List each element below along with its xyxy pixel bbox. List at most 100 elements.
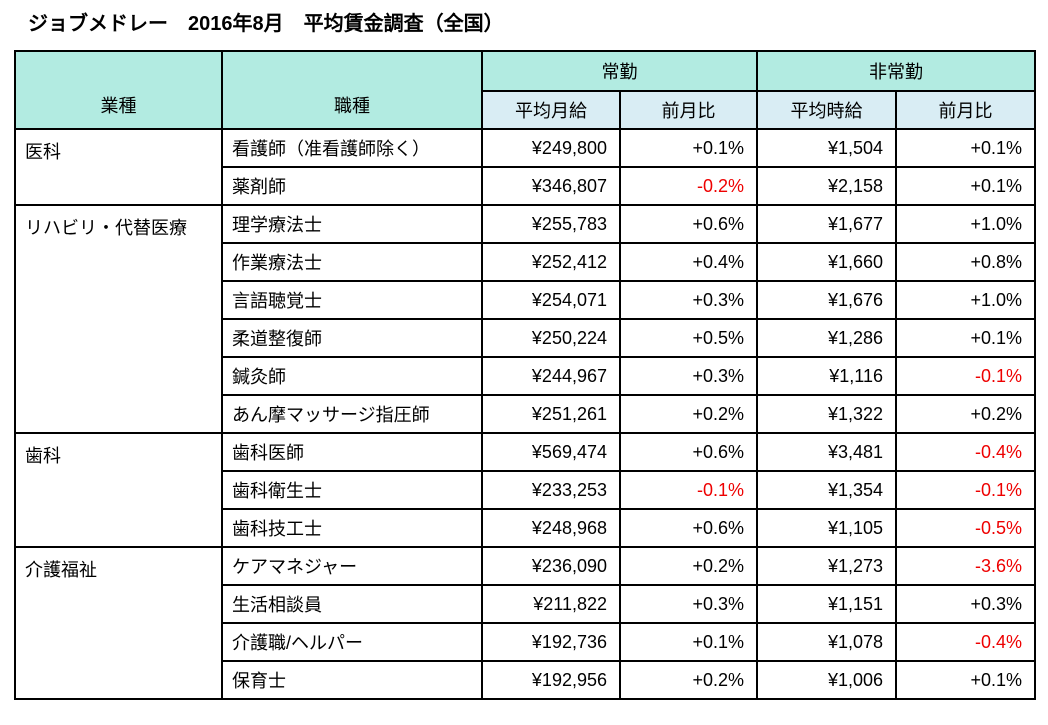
table-row: 薬剤師 ¥346,807 -0.2% ¥2,158 +0.1%	[15, 166, 1036, 206]
hourly-wage-cell: ¥1,286	[756, 318, 897, 358]
monthly-salary-cell: ¥346,807	[481, 166, 621, 206]
hourly-mom-cell: +0.1%	[895, 318, 1036, 358]
hourly-wage-cell: ¥2,158	[756, 166, 897, 206]
occupation-cell: 生活相談員	[221, 584, 483, 624]
col-header-mom-parttime: 前月比	[895, 90, 1036, 130]
occupation-cell: 作業療法士	[221, 242, 483, 282]
industry-cell: リハビリ・代替医療	[14, 204, 223, 434]
monthly-mom-cell: -0.1%	[619, 470, 758, 510]
monthly-salary-cell: ¥249,800	[481, 128, 621, 168]
table-row: 医科 看護師（准看護師除く） ¥249,800 +0.1% ¥1,504 +0.1%	[14, 128, 1036, 206]
monthly-mom-cell: +0.5%	[619, 318, 758, 358]
occupation-cell: 理学療法士	[221, 204, 483, 244]
monthly-mom-cell: +0.1%	[619, 128, 758, 168]
hourly-wage-cell: ¥1,322	[756, 394, 897, 434]
col-header-avg-hourly: 平均時給	[756, 90, 897, 130]
wage-survey-table: 業種 職種 常勤 非常勤 平均月給 前月比 平均時給 前月比 医科 看護師（准看護…	[14, 50, 1036, 700]
hourly-wage-cell: ¥1,676	[756, 280, 897, 320]
occupation-cell: あん摩マッサージ指圧師	[221, 394, 483, 434]
monthly-salary-cell: ¥211,822	[481, 584, 621, 624]
monthly-salary-cell: ¥244,967	[481, 356, 621, 396]
table-row: 言語聴覚士 ¥254,071 +0.3% ¥1,676 +1.0%	[15, 280, 1036, 320]
table-row: 歯科技工士 ¥248,968 +0.6% ¥1,105 -0.5%	[15, 508, 1036, 548]
hourly-wage-cell: ¥1,078	[756, 622, 897, 662]
monthly-salary-cell: ¥192,736	[481, 622, 621, 662]
col-header-industry: 業種	[14, 50, 223, 130]
hourly-mom-cell: +1.0%	[895, 280, 1036, 320]
monthly-mom-cell: +0.3%	[619, 356, 758, 396]
header-row-sub: 平均月給 前月比 平均時給 前月比	[15, 90, 1036, 130]
monthly-salary-cell: ¥255,783	[481, 204, 621, 244]
occupation-cell: 歯科衛生士	[221, 470, 483, 510]
monthly-mom-cell: +0.2%	[619, 660, 758, 700]
hourly-mom-cell: -0.1%	[895, 356, 1036, 396]
industry-cell: 医科	[14, 128, 223, 206]
monthly-salary-cell: ¥236,090	[481, 546, 621, 586]
monthly-salary-cell: ¥254,071	[481, 280, 621, 320]
occupation-cell: ケアマネジャー	[221, 546, 483, 586]
hourly-mom-cell: -0.4%	[895, 432, 1036, 472]
hourly-mom-cell: +0.1%	[895, 166, 1036, 206]
occupation-cell: 鍼灸師	[221, 356, 483, 396]
monthly-mom-cell: +0.3%	[619, 584, 758, 624]
monthly-salary-cell: ¥251,261	[481, 394, 621, 434]
hourly-mom-cell: -0.4%	[895, 622, 1036, 662]
industry-cell: 歯科	[14, 432, 223, 548]
table-row: 介護福祉 ケアマネジャー ¥236,090 +0.2% ¥1,273 -3.6%	[14, 546, 1036, 700]
table-row: 生活相談員 ¥211,822 +0.3% ¥1,151 +0.3%	[15, 584, 1036, 624]
page-title: ジョブメドレー 2016年8月 平均賃金調査（全国）	[28, 13, 504, 35]
hourly-wage-cell: ¥3,481	[756, 432, 897, 472]
hourly-wage-cell: ¥1,677	[756, 204, 897, 244]
hourly-wage-cell: ¥1,354	[756, 470, 897, 510]
hourly-wage-cell: ¥1,006	[756, 660, 897, 700]
monthly-mom-cell: +0.2%	[619, 394, 758, 434]
occupation-cell: 歯科医師	[221, 432, 483, 472]
hourly-mom-cell: -0.5%	[895, 508, 1036, 548]
hourly-mom-cell: +1.0%	[895, 204, 1036, 244]
hourly-wage-cell: ¥1,660	[756, 242, 897, 282]
occupation-cell: 言語聴覚士	[221, 280, 483, 320]
monthly-mom-cell: +0.4%	[619, 242, 758, 282]
col-header-parttime: 非常勤	[756, 50, 1036, 92]
col-header-occupation: 職種	[221, 50, 483, 130]
occupation-cell: 保育士	[221, 660, 483, 700]
monthly-salary-cell: ¥192,956	[481, 660, 621, 700]
table-row: 歯科衛生士 ¥233,253 -0.1% ¥1,354 -0.1%	[15, 470, 1036, 510]
hourly-wage-cell: ¥1,105	[756, 508, 897, 548]
hourly-mom-cell: +0.2%	[895, 394, 1036, 434]
occupation-cell: 介護職/ヘルパー	[221, 622, 483, 662]
col-header-mom-fulltime: 前月比	[619, 90, 758, 130]
occupation-cell: 薬剤師	[221, 166, 483, 206]
monthly-mom-cell: +0.6%	[619, 508, 758, 548]
hourly-mom-cell: -3.6%	[895, 546, 1036, 586]
col-header-avg-monthly: 平均月給	[481, 90, 621, 130]
hourly-mom-cell: +0.8%	[895, 242, 1036, 282]
monthly-mom-cell: +0.2%	[619, 546, 758, 586]
table-row: あん摩マッサージ指圧師 ¥251,261 +0.2% ¥1,322 +0.2%	[15, 394, 1036, 434]
monthly-salary-cell: ¥248,968	[481, 508, 621, 548]
monthly-mom-cell: +0.6%	[619, 432, 758, 472]
monthly-salary-cell: ¥252,412	[481, 242, 621, 282]
col-header-fulltime: 常勤	[481, 50, 758, 92]
occupation-cell: 柔道整復師	[221, 318, 483, 358]
monthly-salary-cell: ¥233,253	[481, 470, 621, 510]
monthly-salary-cell: ¥569,474	[481, 432, 621, 472]
monthly-mom-cell: -0.2%	[619, 166, 758, 206]
hourly-mom-cell: -0.1%	[895, 470, 1036, 510]
hourly-mom-cell: +0.1%	[895, 128, 1036, 168]
monthly-salary-cell: ¥250,224	[481, 318, 621, 358]
table-row: 歯科 歯科医師 ¥569,474 +0.6% ¥3,481 -0.4%	[14, 432, 1036, 548]
hourly-mom-cell: +0.3%	[895, 584, 1036, 624]
table-row: リハビリ・代替医療 理学療法士 ¥255,783 +0.6% ¥1,677 +1.0%	[14, 204, 1036, 434]
occupation-cell: 歯科技工士	[221, 508, 483, 548]
hourly-wage-cell: ¥1,273	[756, 546, 897, 586]
monthly-mom-cell: +0.6%	[619, 204, 758, 244]
table-row: 鍼灸師 ¥244,967 +0.3% ¥1,116 -0.1%	[15, 356, 1036, 396]
table-row: 保育士 ¥192,956 +0.2% ¥1,006 +0.1%	[15, 660, 1036, 700]
table-row: 介護職/ヘルパー ¥192,736 +0.1% ¥1,078 -0.4%	[15, 622, 1036, 662]
header-row-top: 業種 職種 常勤 非常勤	[14, 50, 1036, 130]
industry-cell: 介護福祉	[14, 546, 223, 700]
monthly-mom-cell: +0.1%	[619, 622, 758, 662]
hourly-wage-cell: ¥1,116	[756, 356, 897, 396]
hourly-wage-cell: ¥1,151	[756, 584, 897, 624]
